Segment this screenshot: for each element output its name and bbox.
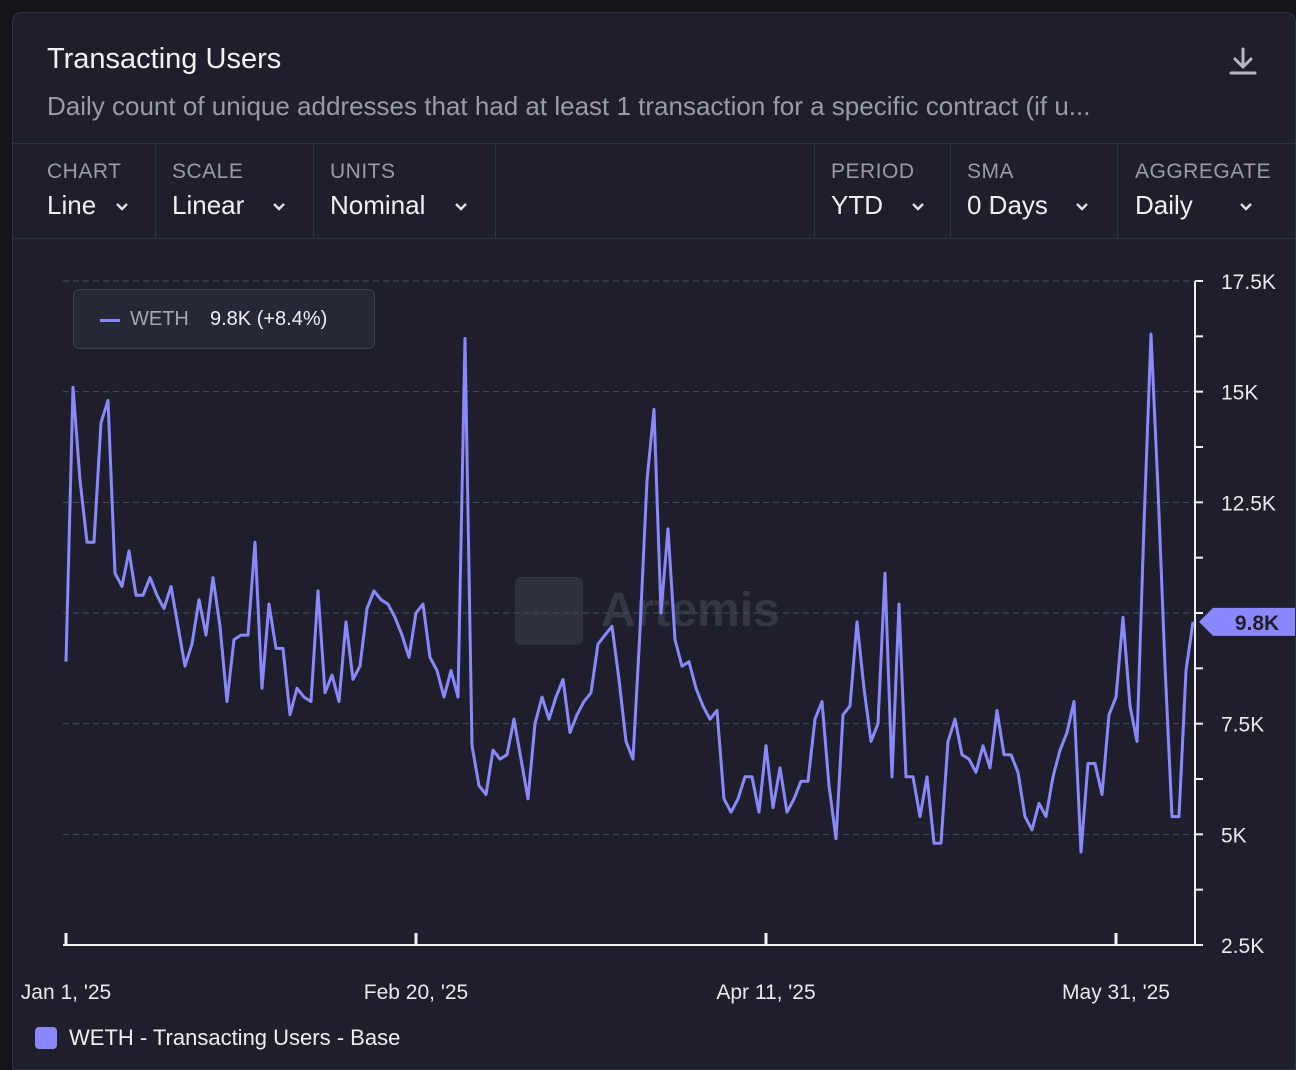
tooltip-series-name: WETH [130,308,189,330]
line-chart[interactable]: 2.5K 5K 7.5K 12.5K 15K 17.5K Jan 1, '25 Feb 20,… [13,13,1296,1013]
y-tick-label: 7.5K [1221,714,1264,737]
tooltip-series-swatch [100,319,120,322]
current-value-label: 9.8K [1235,612,1279,635]
scale-dropdown[interactable]: SCALE Linear [156,144,314,238]
units-value: Nominal [330,190,426,220]
chevron-down-icon [273,203,285,211]
scale-label: SCALE [172,160,244,183]
series-line-weth [64,332,1195,854]
y-tick-label: 17.5K [1221,271,1276,294]
sma-dropdown[interactable]: SMA 0 Days [951,144,1118,238]
chevron-down-icon [912,203,924,211]
chevron-down-icon [1076,203,1088,211]
aggregate-value: Daily [1135,190,1193,220]
x-tick-label: Feb 20, '25 [364,981,468,1004]
units-label: UNITS [330,160,396,183]
watermark-text: Artemis [601,584,780,637]
y-tick-label: 15K [1221,382,1258,405]
period-value: YTD [831,190,883,220]
artemis-logo-icon [515,577,583,645]
period-dropdown[interactable]: PERIOD YTD [814,144,951,238]
y-tick-label: 5K [1221,824,1247,847]
chart-tooltip: WETH 9.8K (+8.4%) [73,289,375,349]
tooltip-series-value: 9.8K (+8.4%) [210,308,328,330]
period-label: PERIOD [831,160,915,183]
units-dropdown[interactable]: UNITS Nominal [314,144,496,238]
x-tick-label: Jan 1, '25 [21,981,111,1004]
chart-card: Transacting Users Daily count of unique … [12,12,1296,1070]
chart-controls: CHART Line SCALE Linear UNITS Nominal PE… [13,143,1295,239]
x-tick-label: Apr 11, '25 [716,981,815,1004]
current-value-badge [1199,607,1295,636]
x-tick-label: May 31, '25 [1062,981,1170,1004]
chart-type-label: CHART [47,160,122,183]
current-value-marker: 9.8K [1199,607,1295,636]
chart-type-value: Line [47,190,97,220]
chevron-down-icon [116,203,128,211]
sma-label: SMA [967,160,1015,183]
page-title: Transacting Users [47,43,282,75]
chevron-down-icon [1240,203,1252,211]
y-tick-label: 12.5K [1221,492,1276,515]
aggregate-dropdown[interactable]: AGGREGATE Daily [1118,144,1295,238]
scale-value: Linear [172,190,245,220]
chart-type-dropdown[interactable]: CHART Line [13,144,156,238]
sma-value: 0 Days [967,190,1048,220]
download-icon[interactable] [1225,43,1261,79]
chevron-down-icon [455,203,467,211]
legend-swatch [35,1027,57,1049]
y-tick-label: 2.5K [1221,935,1264,958]
legend-label: WETH - Transacting Users - Base [69,1025,401,1050]
aggregate-label: AGGREGATE [1135,160,1271,183]
